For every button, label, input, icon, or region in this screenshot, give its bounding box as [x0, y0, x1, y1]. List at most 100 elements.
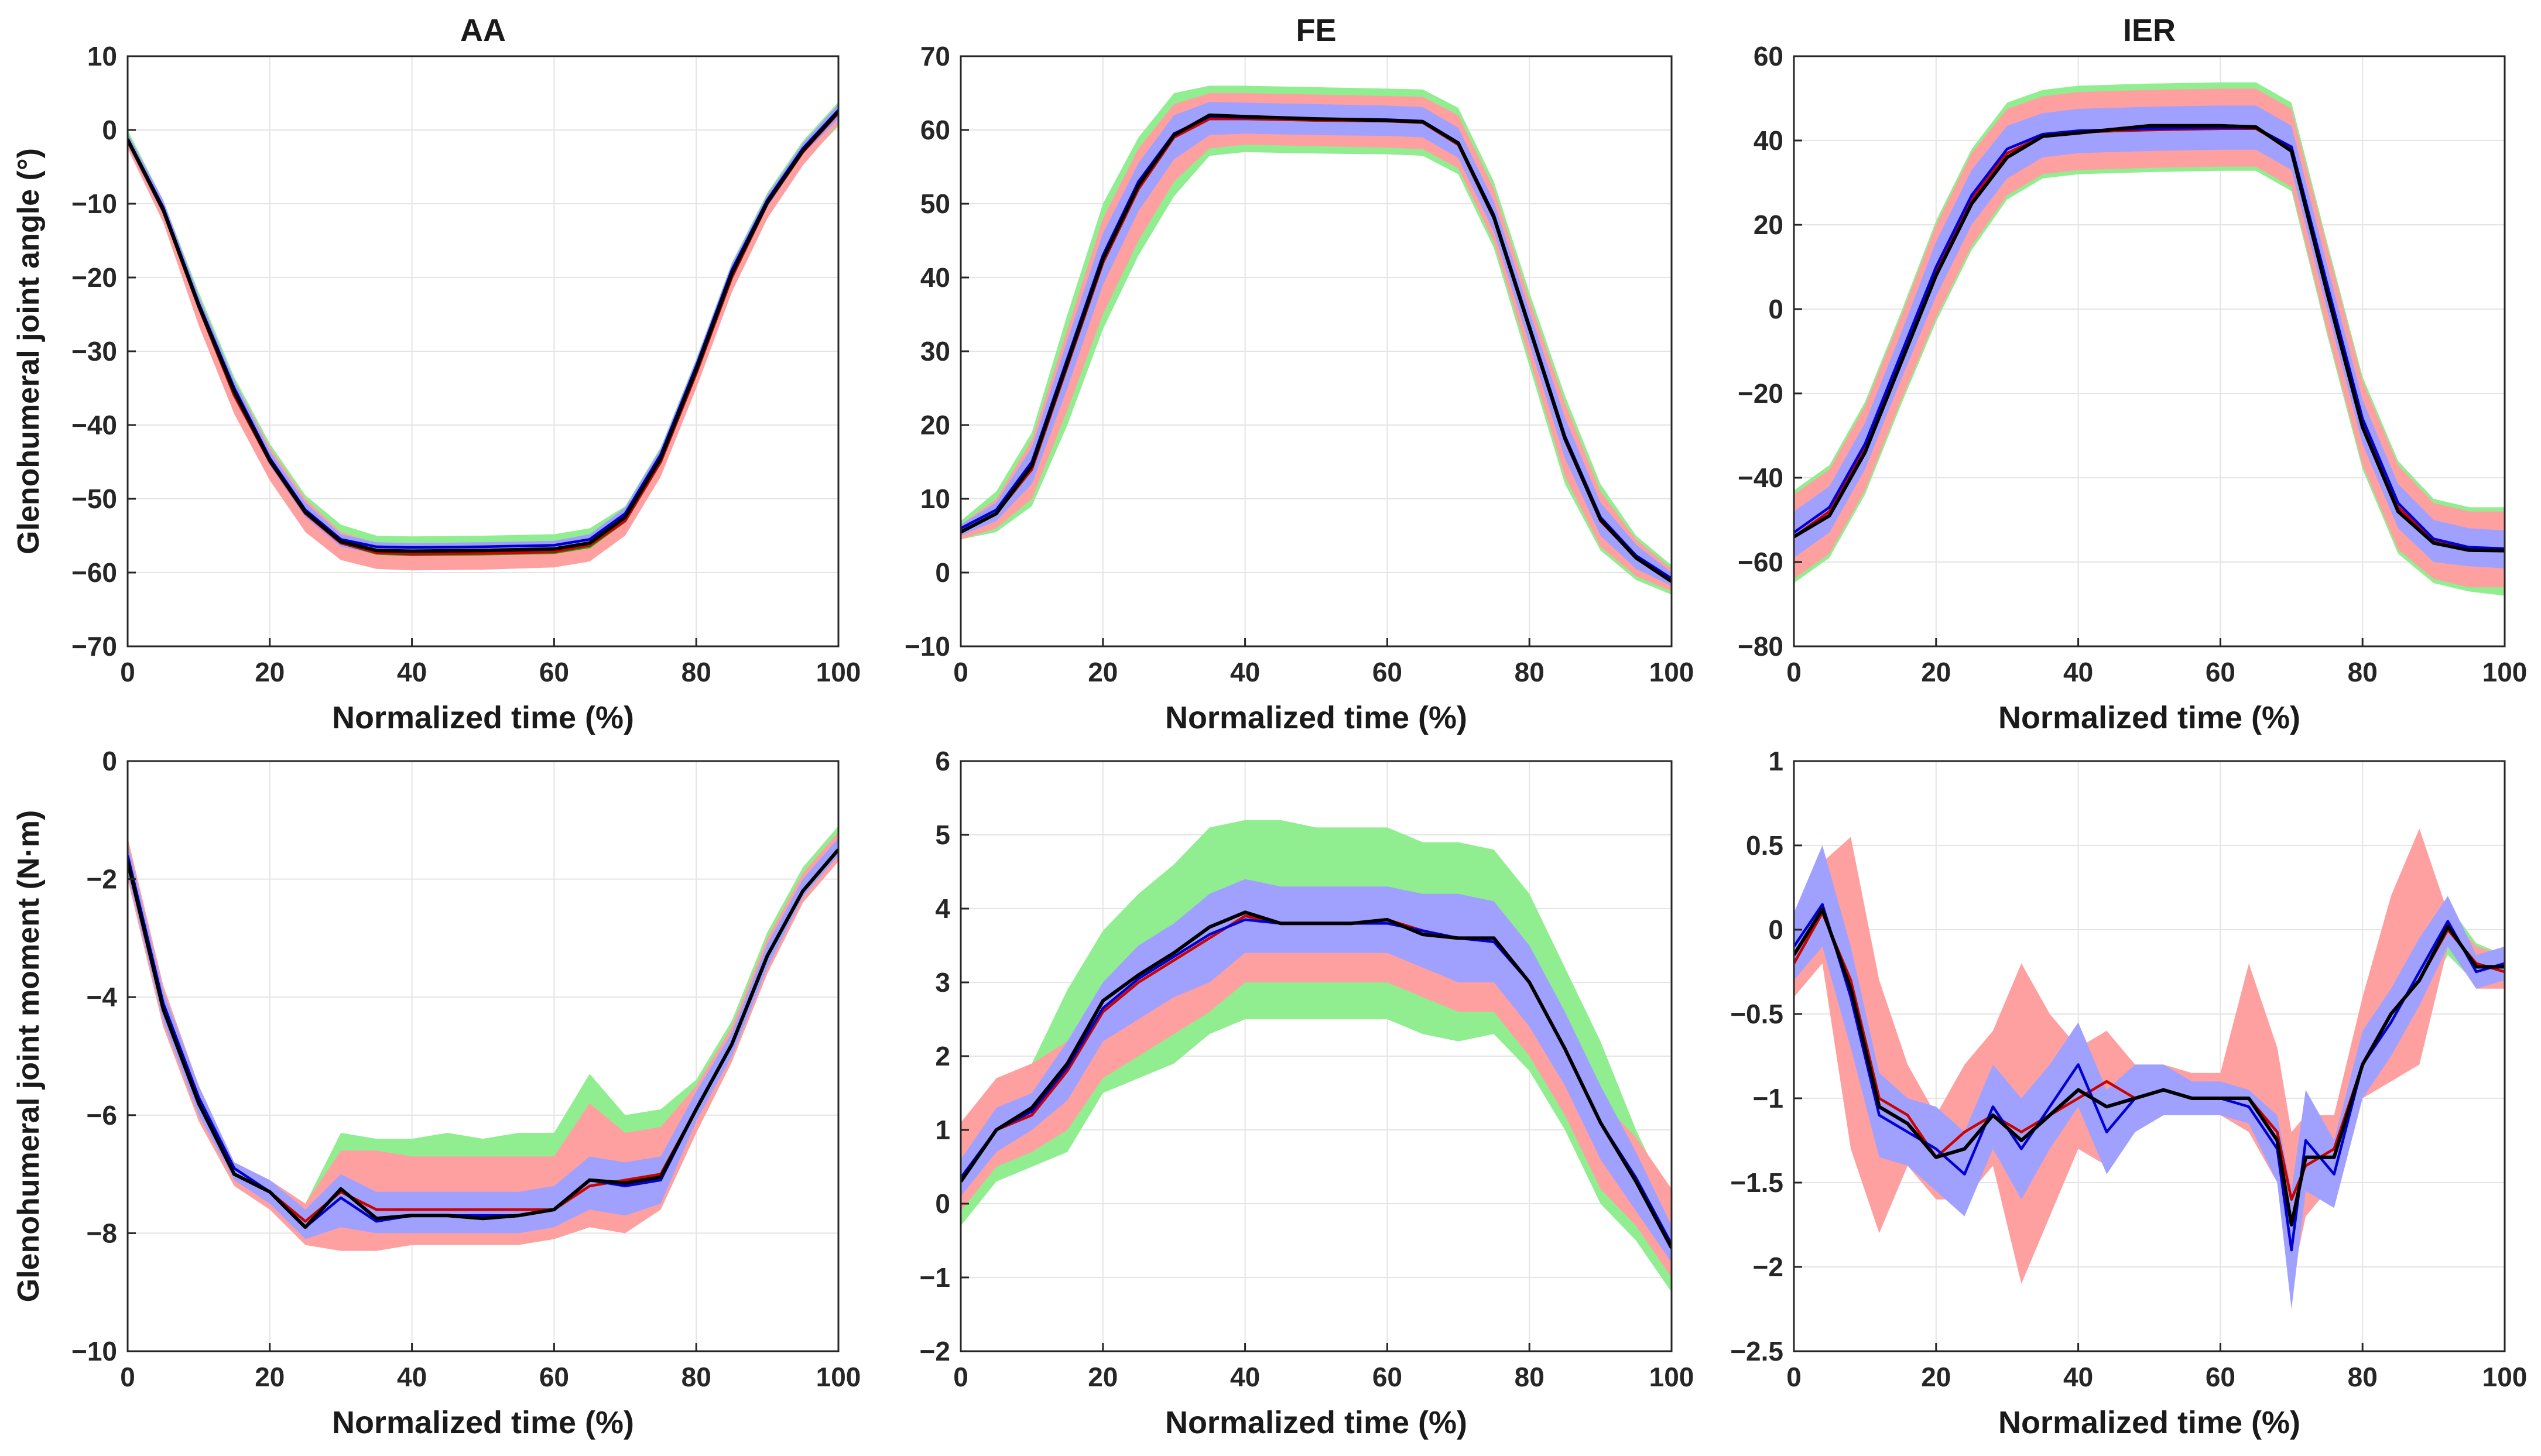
x-axis-label: Normalized time (%)	[1165, 1405, 1467, 1440]
x-tick-label: 40	[2063, 657, 2093, 687]
y-tick-label: 0	[102, 115, 117, 145]
chart-panel-5: 0 20 40 60 80 100 1 0.5 0 −0.5 −1 −1.5 −2 −2.5 Normali…	[1730, 746, 2527, 1440]
y-tick-label: 10	[87, 41, 117, 71]
y-tick-label: 1	[1768, 746, 1783, 776]
x-tick-label: 0	[953, 657, 968, 687]
y-tick-label: −10	[71, 1336, 117, 1366]
chart-panel-2: 0 20 40 60 80 100 60 40 20 0 −20 −40 −60 −80 IER Normal…	[1738, 13, 2527, 735]
plot-area	[961, 820, 1672, 1293]
x-tick-label: 100	[2482, 657, 2528, 687]
y-tick-label: −2	[920, 1336, 950, 1366]
y-tick-label: −1.5	[1730, 1167, 1783, 1198]
x-tick-label: 40	[1230, 657, 1260, 687]
y-tick-label: 60	[1754, 41, 1783, 71]
y-tick-label: 50	[920, 189, 950, 219]
y-tick-label: 20	[920, 410, 950, 440]
x-tick-label: 60	[2206, 1362, 2235, 1392]
chart-title: FE	[1296, 13, 1336, 48]
y-tick-label: 0	[935, 557, 950, 588]
y-tick-label: 30	[920, 336, 950, 366]
series-red	[128, 112, 838, 556]
plot-area	[1794, 82, 2505, 596]
y-tick-label: −70	[71, 631, 117, 662]
x-tick-label: 0	[1786, 657, 1802, 687]
y-tick-label: −80	[1738, 631, 1783, 662]
series-black	[961, 113, 1672, 583]
y-tick-label: −20	[1738, 378, 1783, 409]
y-tick-label: 40	[1754, 125, 1783, 156]
x-tick-label: 100	[816, 657, 861, 687]
green-band	[128, 102, 838, 568]
y-tick-label: 1	[935, 1115, 950, 1145]
plot-area	[1794, 828, 2505, 1309]
x-tick-label: 100	[1649, 1362, 1694, 1392]
chart-panel-1: 0 20 40 60 80 100706050403020100−10FENormaliz…	[905, 13, 1694, 735]
y-tick-label: −6	[87, 1100, 117, 1130]
y-tick-label: 4	[935, 893, 950, 924]
chart-panel-3: 0 20 40 60 80 100 0 −2 −4 −6 −8 −10 Normalized time …	[12, 746, 861, 1440]
x-tick-label: 40	[2063, 1362, 2093, 1392]
x-tick-label: 100	[1649, 657, 1694, 687]
x-tick-label: 0	[120, 1362, 135, 1392]
x-tick-label: 0	[120, 657, 135, 687]
series-black	[128, 848, 838, 1229]
red-band	[128, 106, 838, 571]
plot-area	[128, 102, 838, 571]
x-tick-label: 0	[1786, 1362, 1802, 1392]
x-tick-label: 60	[1372, 657, 1402, 687]
chart-panel-0: 0 20 40 60 80 100100−10−20−30−40−50−60−70AANo…	[12, 13, 861, 735]
y-tick-label: 0	[102, 746, 117, 776]
chart-title: AA	[460, 13, 506, 48]
y-tick-label: 3	[935, 967, 950, 998]
y-tick-label: 0.5	[1746, 830, 1783, 861]
chart-panel-4: 0 20 40 60 80 100 6 5 4 3 2 1 0 −1 −2 Normalized time (…	[920, 746, 1694, 1440]
series-black	[1794, 124, 2505, 553]
series-green	[128, 111, 838, 557]
x-tick-label: 20	[1921, 1362, 1951, 1392]
x-axis-label: Normalized time (%)	[1165, 700, 1467, 735]
x-tick-label: 80	[1515, 657, 1545, 687]
x-tick-label: 60	[1372, 1362, 1402, 1392]
x-tick-label: 20	[1088, 1362, 1118, 1392]
y-axis-label: Glenohumeral joint moment (N·m)	[12, 810, 46, 1303]
y-tick-label: 2	[935, 1041, 950, 1071]
y-tick-label: −4	[87, 982, 118, 1012]
series-black	[128, 110, 838, 553]
chart-title: IER	[2123, 13, 2176, 48]
y-tick-label: −20	[71, 262, 117, 293]
y-tick-label: −60	[71, 557, 117, 588]
axes-frame	[126, 760, 840, 1352]
blue-band	[961, 102, 1672, 586]
y-tick-label: −8	[87, 1218, 117, 1248]
y-tick-label: 0	[1768, 914, 1783, 945]
x-tick-label: 20	[255, 657, 285, 687]
x-tick-label: 20	[1921, 657, 1951, 687]
y-tick-label: −2	[1753, 1252, 1783, 1282]
plot-area	[961, 85, 1672, 595]
y-tick-label: −1	[920, 1262, 950, 1293]
y-tick-label: −1	[1753, 1083, 1783, 1114]
x-tick-label: 60	[539, 657, 569, 687]
y-tick-label: −10	[71, 189, 117, 219]
blue-band	[128, 104, 838, 555]
axes-frame	[1793, 760, 2506, 1352]
x-tick-label: 0	[953, 1362, 968, 1392]
y-tick-label: −10	[905, 631, 950, 662]
y-axis-label: Glenohumeral joint angle (°)	[12, 148, 46, 554]
blue-band	[1794, 845, 2505, 1309]
x-tick-label: 40	[397, 657, 427, 687]
red-band	[1794, 828, 2505, 1284]
x-tick-label: 20	[1088, 657, 1118, 687]
series-blue	[128, 109, 838, 549]
series-black	[1794, 907, 2505, 1227]
x-tick-label: 80	[682, 657, 711, 687]
plot-area	[128, 825, 838, 1251]
y-tick-label: 20	[1754, 210, 1783, 240]
x-tick-label: 80	[1515, 1362, 1545, 1392]
y-tick-label: −40	[1738, 463, 1783, 493]
y-tick-label: −30	[71, 336, 117, 366]
x-tick-label: 80	[682, 1362, 711, 1392]
series-black	[961, 910, 1672, 1249]
y-tick-label: 10	[920, 484, 950, 514]
